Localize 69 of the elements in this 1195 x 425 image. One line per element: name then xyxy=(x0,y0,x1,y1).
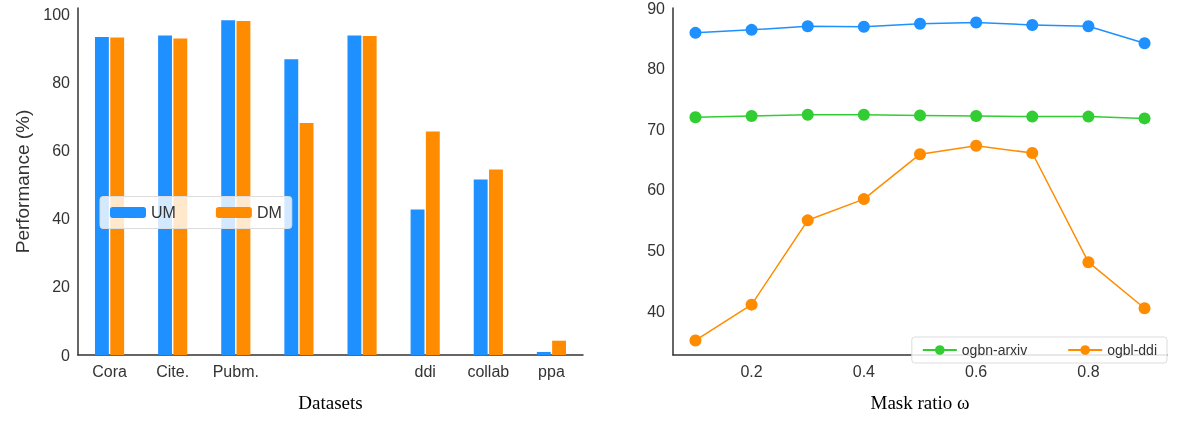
legend-label: UM xyxy=(151,204,176,221)
point xyxy=(914,148,926,161)
point xyxy=(1138,302,1151,315)
x-tick-label: 0.8 xyxy=(1077,362,1100,380)
legend-label: ogbn-arxiv xyxy=(961,342,1028,358)
y-tick-label: 100 xyxy=(43,6,71,24)
point xyxy=(970,139,983,152)
bar xyxy=(347,35,362,355)
bar xyxy=(410,209,425,355)
point xyxy=(1026,146,1039,159)
point xyxy=(745,298,758,311)
y-tick-label: 80 xyxy=(647,60,666,78)
point xyxy=(914,17,926,30)
y-tick-label: 60 xyxy=(647,181,666,199)
point xyxy=(1026,18,1039,31)
legend-label: ogbl-ddi xyxy=(1107,342,1158,358)
bar xyxy=(552,340,567,355)
x-tick-label: Pubm. xyxy=(212,362,259,380)
point xyxy=(1082,110,1095,123)
point xyxy=(1138,37,1151,50)
x-tick-label: Cite. xyxy=(156,362,190,380)
point xyxy=(1082,20,1095,33)
point xyxy=(801,20,814,33)
y-axis-title: Performance (%) xyxy=(12,109,34,254)
point xyxy=(857,193,870,206)
bar xyxy=(173,38,188,355)
bar xyxy=(536,351,551,355)
point xyxy=(970,109,983,122)
x-tick-label: Cora xyxy=(92,362,127,380)
point xyxy=(1026,110,1039,123)
bar xyxy=(425,131,440,355)
point xyxy=(857,108,870,121)
y-tick-label: 20 xyxy=(52,278,71,296)
x-tick-label: 0.2 xyxy=(740,362,763,380)
bar xyxy=(94,36,109,355)
x-axis-title: Datasets xyxy=(298,392,363,413)
bar xyxy=(299,122,314,355)
bar xyxy=(284,59,299,355)
point xyxy=(745,109,758,122)
point xyxy=(1082,256,1095,269)
point xyxy=(745,23,758,36)
point xyxy=(857,20,870,33)
bar xyxy=(473,179,488,355)
point xyxy=(689,111,702,124)
point xyxy=(689,26,702,39)
x-tick-label: collab xyxy=(467,362,510,380)
bar xyxy=(489,169,503,355)
x-tick-label: 0.6 xyxy=(965,362,988,380)
y-tick-label: 50 xyxy=(647,242,666,260)
bar xyxy=(362,35,377,355)
y-tick-label: 40 xyxy=(52,210,71,228)
bar xyxy=(110,37,125,355)
point xyxy=(1138,112,1151,125)
y-tick-label: 70 xyxy=(647,120,666,138)
y-tick-label: 80 xyxy=(52,74,71,92)
point xyxy=(970,16,983,29)
y-tick-label: 60 xyxy=(52,142,71,160)
point xyxy=(689,334,702,347)
point xyxy=(914,109,926,122)
x-tick-label: ppa xyxy=(538,362,565,380)
x-tick-label: ddi xyxy=(414,362,436,380)
legend-label: DM xyxy=(256,204,282,221)
x-tick-label: 0.4 xyxy=(852,362,876,380)
y-tick-label: 90 xyxy=(647,0,666,17)
x-axis-title: Mask ratio ω xyxy=(870,392,970,413)
y-tick-label: 40 xyxy=(647,302,666,320)
point xyxy=(801,108,814,121)
point xyxy=(801,214,814,227)
y-tick-label: 0 xyxy=(61,346,71,364)
